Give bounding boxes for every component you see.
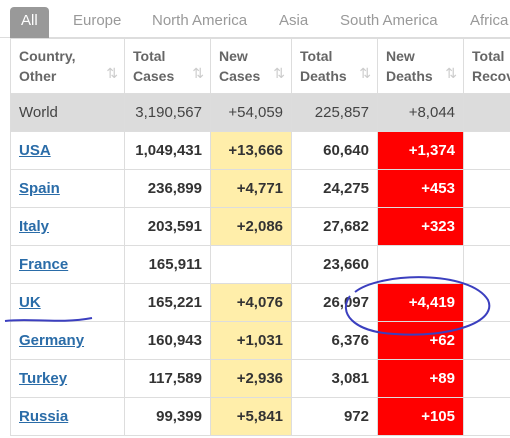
table-cell: +453 <box>377 169 464 208</box>
table-row: UK 165,221 +4,076 26,097 +4,419 <box>10 283 510 322</box>
country-link[interactable]: Russia <box>19 408 69 425</box>
table-cell: 225,857 <box>291 93 378 132</box>
table-cell: +54,059 <box>210 93 292 132</box>
table-cell <box>463 397 510 436</box>
country-link[interactable]: Italy <box>19 218 50 235</box>
table-cell: 3,190,567 <box>124 93 211 132</box>
table-cell: 6,376 <box>291 321 378 360</box>
region-tab[interactable]: All <box>10 7 49 38</box>
table-cell: 24,275 <box>291 169 378 208</box>
table-cell: +323 <box>377 207 464 246</box>
table-cell: 165,911 <box>124 245 211 284</box>
table-cell <box>463 207 510 246</box>
table-cell: +105 <box>377 397 464 436</box>
table-cell <box>463 169 510 208</box>
table-cell: +2,936 <box>210 359 292 398</box>
country-link[interactable]: USA <box>19 142 51 159</box>
table-cell: Russia <box>10 397 125 436</box>
table-cell: +89 <box>377 359 464 398</box>
table-cell <box>463 245 510 284</box>
table-cell: 972 <box>291 397 378 436</box>
table-cell: 203,591 <box>124 207 211 246</box>
table-cell: France <box>10 245 125 284</box>
column-header[interactable]: Country, Other <box>10 38 125 94</box>
country-link[interactable]: Turkey <box>19 370 68 387</box>
table: Country, OtherTotal CasesNew CasesTotal … <box>10 38 510 436</box>
region-tab[interactable]: North America <box>152 12 248 29</box>
table-cell <box>463 359 510 398</box>
table-cell: 27,682 <box>291 207 378 246</box>
table-body: World 3,190,567 +54,059 225,857 +8,044 USA 1,0… <box>10 93 510 436</box>
column-header[interactable]: Total Deaths <box>291 38 378 94</box>
table-cell <box>377 245 464 284</box>
table-cell: 160,943 <box>124 321 211 360</box>
table-cell: 1,049,431 <box>124 131 211 170</box>
table-cell <box>463 283 510 322</box>
region-tab[interactable]: Asia <box>279 12 309 29</box>
table-cell: +2,086 <box>210 207 292 246</box>
table-cell: 236,899 <box>124 169 211 208</box>
table-cell: 165,221 <box>124 283 211 322</box>
column-header[interactable]: Total Cases <box>124 38 211 94</box>
region-tab[interactable]: Africa <box>470 12 509 29</box>
table-cell: +4,771 <box>210 169 292 208</box>
country-link[interactable]: UK <box>19 294 41 311</box>
table-row: Russia 99,399 +5,841 972 +105 <box>10 397 510 436</box>
table-cell: +4,076 <box>210 283 292 322</box>
table-cell: +4,419 <box>377 283 464 322</box>
table-cell: 60,640 <box>291 131 378 170</box>
table-cell: USA <box>10 131 125 170</box>
table-cell: Italy <box>10 207 125 246</box>
table-row: World 3,190,567 +54,059 225,857 +8,044 <box>10 93 510 132</box>
table-row: Germany 160,943 +1,031 6,376 +62 <box>10 321 510 360</box>
table-cell: +8,044 <box>377 93 464 132</box>
table-cell: Spain <box>10 169 125 208</box>
table-cell: 26,097 <box>291 283 378 322</box>
tab-bar: All Europe North America Asia South America A… <box>0 0 510 38</box>
table-cell: +1,374 <box>377 131 464 170</box>
table-cell: 3,081 <box>291 359 378 398</box>
column-header[interactable]: New Cases <box>210 38 292 94</box>
table-cell: World <box>10 93 125 132</box>
table-cell <box>210 245 292 284</box>
table-row: Turkey 117,589 +2,936 3,081 +89 <box>10 359 510 398</box>
country-link[interactable]: Spain <box>19 180 60 197</box>
table-cell: +5,841 <box>210 397 292 436</box>
table-cell <box>463 321 510 360</box>
region-tab[interactable]: South America <box>340 12 438 29</box>
table-row: France 165,911 23,660 <box>10 245 510 284</box>
country-link[interactable]: France <box>19 256 69 273</box>
table-cell: 23,660 <box>291 245 378 284</box>
table-cell: +13,666 <box>210 131 292 170</box>
table-container: Country, OtherTotal CasesNew CasesTotal … <box>10 38 510 438</box>
table-cell: UK <box>10 283 125 322</box>
country-link[interactable]: Germany <box>19 332 85 349</box>
table-row: Spain 236,899 +4,771 24,275 +453 <box>10 169 510 208</box>
column-header[interactable]: New Deaths <box>377 38 464 94</box>
column-header[interactable]: Total Recov <box>463 38 510 94</box>
table-cell: 99,399 <box>124 397 211 436</box>
table-row: USA 1,049,431 +13,666 60,640 +1,374 <box>10 131 510 170</box>
header-row: Country, OtherTotal CasesNew CasesTotal … <box>10 38 510 94</box>
table-cell: +1,031 <box>210 321 292 360</box>
table-row: Italy 203,591 +2,086 27,682 +323 <box>10 207 510 246</box>
region-tab[interactable]: Europe <box>73 12 122 29</box>
table-cell <box>463 131 510 170</box>
table-cell: 117,589 <box>124 359 211 398</box>
table-cell: Germany <box>10 321 125 360</box>
table-cell <box>463 93 510 132</box>
table-cell: Turkey <box>10 359 125 398</box>
table-cell: +62 <box>377 321 464 360</box>
